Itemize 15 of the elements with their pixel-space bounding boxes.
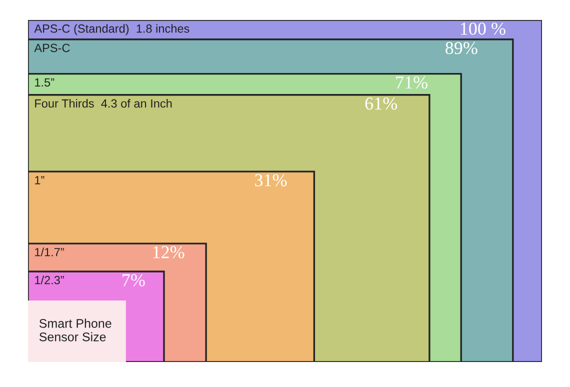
data-label: 31% (255, 174, 287, 186)
text: Smart Phone Sensor Size (39, 318, 112, 342)
data-label: 89% (446, 42, 478, 54)
category-label: APS-C (Standard) 1.8 inches (34, 24, 190, 36)
data-label: 12% (153, 246, 184, 258)
data-label: 7% (122, 274, 145, 286)
category-label: 1.5” (35, 78, 54, 87)
category-label: 1” (35, 176, 44, 184)
data-label: 100 % (460, 22, 506, 35)
data-label: 71% (396, 76, 428, 89)
category-label: 1/1.7” (35, 248, 64, 256)
category-label: APS-C (34, 44, 70, 52)
category-label: 1/2.3” (35, 276, 64, 284)
data-label: 61% (365, 97, 398, 110)
category-label: Four Thirds 4.3 of an Inch (35, 98, 172, 108)
